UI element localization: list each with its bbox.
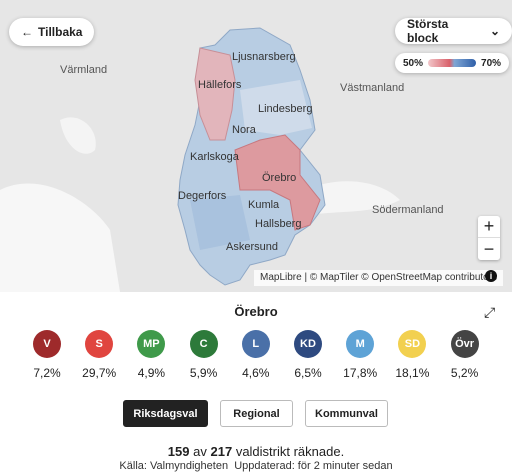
zoom-control: + −	[478, 216, 500, 260]
party: Övr 5,2%	[440, 330, 490, 380]
party: KD 6,5%	[283, 330, 333, 380]
attribution: MapLibre | © MapTiler © OpenStreetMap co…	[254, 270, 504, 286]
party: SD 18,1%	[387, 330, 437, 380]
party: C 5,9%	[179, 330, 229, 380]
party-badge: MP	[137, 330, 166, 358]
legend-gradient	[428, 59, 477, 67]
party-badge: SD	[398, 330, 427, 358]
tab[interactable]: Regional	[220, 400, 293, 427]
legend-min: 50%	[403, 57, 424, 69]
place-label: Karlskoga	[190, 151, 240, 163]
place-label: Kumla	[248, 199, 280, 211]
back-button[interactable]: ← Tillbaka	[9, 18, 95, 46]
party-share: 6,5%	[294, 366, 322, 380]
zoom-in[interactable]: +	[478, 216, 500, 238]
party-share: 5,9%	[189, 366, 218, 380]
party-share: 17,8%	[343, 366, 378, 380]
place-label: Lindesberg	[258, 103, 312, 115]
place-label: Degerfors	[178, 190, 227, 202]
party-badge: C	[189, 330, 218, 358]
source: Källa: Valmyndigheten	[119, 460, 229, 472]
party-share: 29,7%	[82, 366, 117, 380]
party-share: 7,2%	[33, 366, 61, 380]
party-share: 18,1%	[395, 366, 430, 380]
map: Värmland Västmanland Södermanland Ljusnarsb…	[0, 0, 512, 292]
party: V 7,2%	[22, 330, 72, 380]
back-label: Tillbaka	[38, 25, 83, 39]
dropdown[interactable]: Största block ⌄	[395, 17, 512, 45]
party: S 29,7%	[74, 330, 124, 380]
place-label: Hallsberg	[255, 218, 301, 230]
place-label: Västmanland	[340, 82, 404, 94]
place-label: Askersund	[226, 241, 278, 253]
place-label: Södermanland	[372, 204, 444, 216]
count-line: 159 av 217 valdistrikt räknade.	[0, 444, 512, 459]
dropdown-label: Största block	[407, 17, 449, 45]
count-word: av	[193, 444, 207, 459]
legend: 50% 70%	[395, 53, 510, 73]
party-badge: V	[33, 330, 61, 358]
party: M 17,8%	[335, 330, 385, 380]
counted: 159	[167, 444, 190, 459]
place-label: Värmland	[60, 64, 107, 76]
party: L 4,6%	[231, 330, 281, 380]
expand-icon[interactable]: ⤢	[484, 304, 496, 320]
legend-max: 70%	[481, 57, 502, 69]
panel-title: Örebro	[234, 304, 278, 319]
party-share: 5,2%	[450, 366, 479, 380]
info-icon[interactable]: i	[485, 270, 497, 282]
total: 217	[210, 444, 233, 459]
tab[interactable]: Riksdagsval	[123, 400, 208, 427]
party: MP 4,9%	[126, 330, 176, 380]
party-badge: M	[346, 330, 375, 358]
party-badge: L	[241, 330, 270, 358]
party-badge: Övr	[450, 330, 479, 358]
tab[interactable]: Kommunval	[305, 400, 388, 427]
party-share: 4,6%	[242, 366, 270, 380]
count-text: valdistrikt räknade.	[235, 444, 345, 459]
place-label: Örebro	[262, 172, 296, 184]
updated: Uppdaterad: för 2 minuter sedan	[234, 460, 393, 472]
place-label: Ljusnarsberg	[232, 51, 296, 63]
place-label: Hällefors	[198, 79, 242, 91]
source-line: Källa: Valmyndigheten Uppdaterad: för 2 …	[0, 460, 512, 472]
place-label: Nora	[232, 124, 257, 136]
party-badge: S	[85, 330, 114, 358]
zoom-out[interactable]: −	[478, 238, 500, 260]
party-share: 4,9%	[137, 366, 166, 380]
party-badge: KD	[294, 330, 322, 358]
